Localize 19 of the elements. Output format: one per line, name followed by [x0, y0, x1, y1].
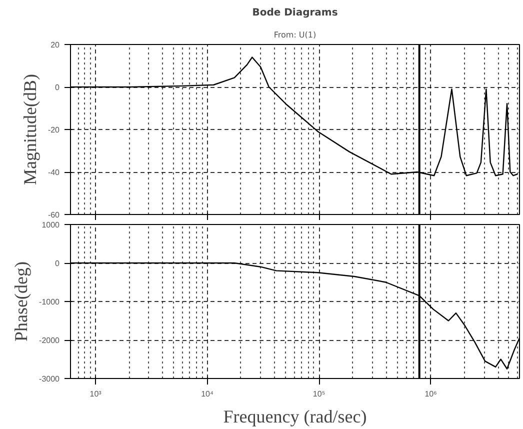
- y-tick-label: -3000: [39, 374, 60, 384]
- y-axis-title: Phase(deg): [11, 262, 32, 342]
- y-tick-label: -1000: [39, 298, 60, 306]
- x-tick-label: 10⁵: [312, 390, 326, 398]
- x-tick-label: 10³: [90, 390, 102, 398]
- y-tick-label: -2000: [39, 336, 60, 345]
- x-axis-title: Frequency (rad/sec): [223, 406, 367, 426]
- x-tick-label: 10⁴: [201, 390, 214, 398]
- y-tick-label: -60: [48, 210, 60, 220]
- chart-subtitle: From: U(1): [274, 30, 316, 40]
- chart-title: Bode Diagrams: [252, 8, 338, 18]
- y-tick-label: 0: [55, 259, 60, 268]
- y-tick-label: -40: [48, 168, 60, 177]
- y-tick-label: -20: [48, 126, 60, 134]
- y-axis-title: Magnitude(dB): [20, 74, 40, 185]
- y-tick-label: 1000: [42, 220, 60, 230]
- x-tick-label: 10⁶: [424, 390, 437, 398]
- y-tick-label: 0: [55, 83, 60, 92]
- y-tick-label: 20: [50, 40, 60, 50]
